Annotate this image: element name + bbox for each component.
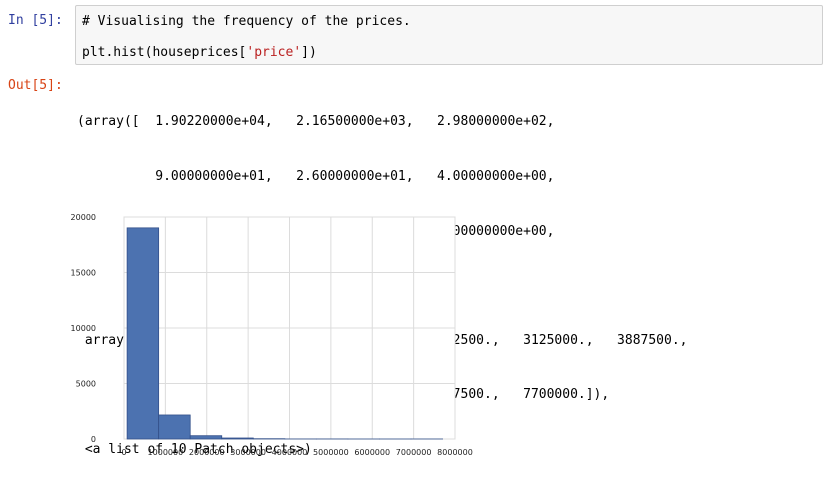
output-prompt: Out[5]:: [8, 77, 63, 94]
x-tick-label: 0: [121, 448, 126, 457]
histogram-bar: [190, 436, 222, 439]
code-cell-input[interactable]: # Visualising the frequency of the price…: [75, 5, 823, 65]
histogram-plot: 0 5000 10000 15000 20000 0 1000000 2000000 3000…: [70, 205, 500, 470]
input-prompt: In [5]:: [8, 12, 63, 29]
x-tick-label: 7000000: [396, 448, 432, 457]
histogram-svg: 0 5000 10000 15000 20000 0 1000000 2000000 3000…: [70, 205, 500, 470]
code-call-prefix: plt.hist(houseprices[: [82, 45, 246, 60]
x-tick-label: 3000000: [230, 448, 266, 457]
y-tick-label: 0: [91, 435, 96, 444]
x-tick-label: 1000000: [148, 448, 184, 457]
output-line: 9.00000000e+01, 2.60000000e+01, 4.000000…: [77, 168, 687, 186]
code-line-hist: plt.hist(houseprices['price']): [82, 44, 317, 61]
histogram-bar: [222, 438, 254, 439]
x-tick-label: 6000000: [354, 448, 390, 457]
y-tick-label: 15000: [71, 269, 96, 278]
output-line: (array([ 1.90220000e+04, 2.16500000e+03,…: [77, 113, 687, 131]
code-string-literal: 'price': [246, 45, 301, 60]
y-tick-label: 20000: [71, 213, 96, 222]
histogram-bar: [159, 415, 191, 439]
x-tick-label: 8000000: [437, 448, 473, 457]
y-tick-labels: 0 5000 10000 15000 20000: [71, 213, 96, 444]
x-tick-label: 5000000: [313, 448, 349, 457]
x-tick-label: 4000000: [272, 448, 308, 457]
x-tick-label: 2000000: [189, 448, 225, 457]
x-tick-labels: 0 1000000 2000000 3000000 4000000 5000000 6000…: [121, 448, 472, 457]
y-tick-label: 10000: [71, 324, 96, 333]
y-tick-label: 5000: [76, 380, 96, 389]
code-comment: # Visualising the frequency of the price…: [82, 13, 411, 30]
code-call-suffix: ]): [301, 45, 317, 60]
histogram-bar: [127, 228, 159, 439]
